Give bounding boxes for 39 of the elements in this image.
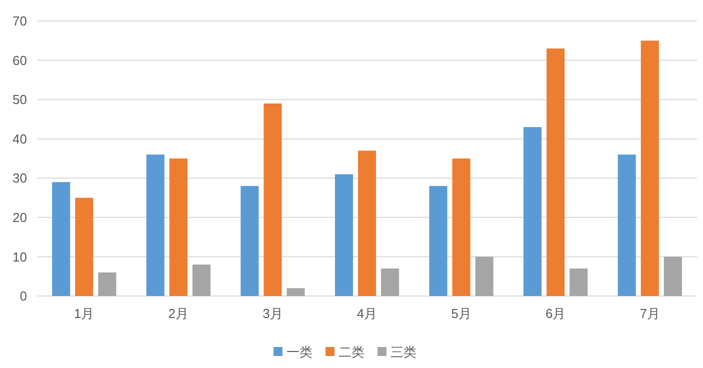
- legend-label: 二类: [338, 344, 364, 360]
- y-tick-label: 70: [12, 14, 27, 29]
- x-tick-label: 2月: [168, 306, 189, 321]
- bar: [192, 264, 210, 296]
- x-tick-label: 3月: [262, 306, 283, 321]
- x-tick-label: 7月: [640, 306, 660, 321]
- bar: [75, 198, 94, 296]
- y-tick-label: 10: [12, 249, 27, 264]
- bar: [618, 154, 636, 296]
- bar: [146, 154, 164, 296]
- y-tick-label: 30: [12, 170, 27, 186]
- y-tick-label: 0: [20, 288, 27, 304]
- bar: [570, 268, 588, 296]
- bar: [98, 272, 116, 296]
- legend-label: 三类: [390, 344, 416, 360]
- bar: [52, 182, 70, 296]
- y-tick-label: 40: [12, 131, 27, 146]
- bar: [640, 40, 659, 296]
- y-tick-label: 20: [12, 210, 27, 225]
- bar: [664, 256, 682, 296]
- bar: [358, 150, 376, 296]
- bar: [240, 186, 259, 296]
- bar: [286, 288, 305, 296]
- bar: [334, 174, 353, 296]
- y-tick-label: 50: [12, 92, 27, 108]
- bar: [475, 256, 494, 296]
- bar: [546, 48, 565, 296]
- legend-label: 一类: [286, 344, 312, 360]
- x-tick-label: 4月: [356, 306, 378, 321]
- x-tick-label: 5月: [451, 306, 472, 321]
- x-tick-label: 6月: [545, 306, 566, 321]
- bar: [452, 158, 470, 296]
- bar: [429, 186, 448, 296]
- bar: [524, 127, 542, 296]
- bar: [264, 104, 282, 296]
- bar: [169, 158, 188, 296]
- bar: [381, 268, 400, 296]
- x-tick-label: 1月: [74, 306, 94, 321]
- y-tick-label: 60: [12, 52, 27, 68]
